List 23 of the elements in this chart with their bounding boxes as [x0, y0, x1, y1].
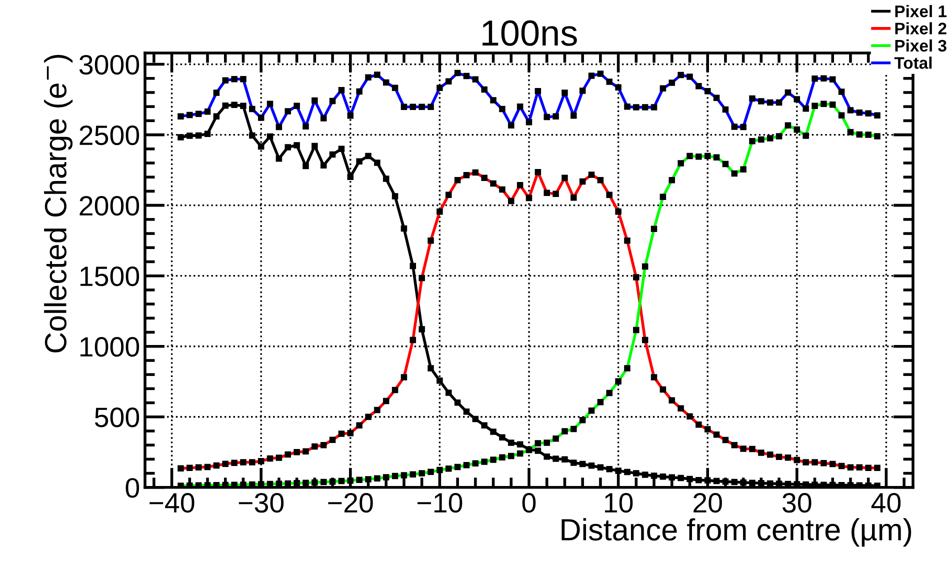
x-tick-label: −20	[328, 492, 373, 513]
y-tick-label: 3000	[79, 54, 140, 75]
legend-label: Pixel 1	[895, 5, 947, 18]
y-axis-title: Collected Charge (e$^{−}$)	[44, 54, 73, 352]
y-tick-label: 2000	[80, 196, 140, 216]
x-tick-label: 10	[604, 492, 633, 513]
legend-label: Pixel 3	[895, 39, 946, 52]
y-tick-label: 0	[126, 478, 140, 498]
legend-label: Total	[894, 56, 932, 69]
x-tick-label: −10	[418, 492, 462, 513]
chart-title: 100ns	[482, 20, 577, 46]
x-tick-label: 20	[694, 492, 722, 513]
y-tick-label: 1500	[80, 266, 140, 286]
y-tick-label: 500	[94, 408, 140, 428]
x-tick-label: −40	[150, 492, 194, 513]
x-tick-label: −30	[238, 492, 284, 513]
y-tick-label: 1000	[80, 337, 140, 357]
y-tick-label: 2500	[80, 125, 140, 146]
x-tick-label: 0	[522, 492, 536, 513]
x-axis-title: Distance from centre (µm)	[562, 518, 912, 547]
x-tick-label: 30	[782, 492, 812, 513]
legend-label: Pixel 2	[895, 22, 946, 34]
x-tick-label: 40	[871, 492, 901, 513]
